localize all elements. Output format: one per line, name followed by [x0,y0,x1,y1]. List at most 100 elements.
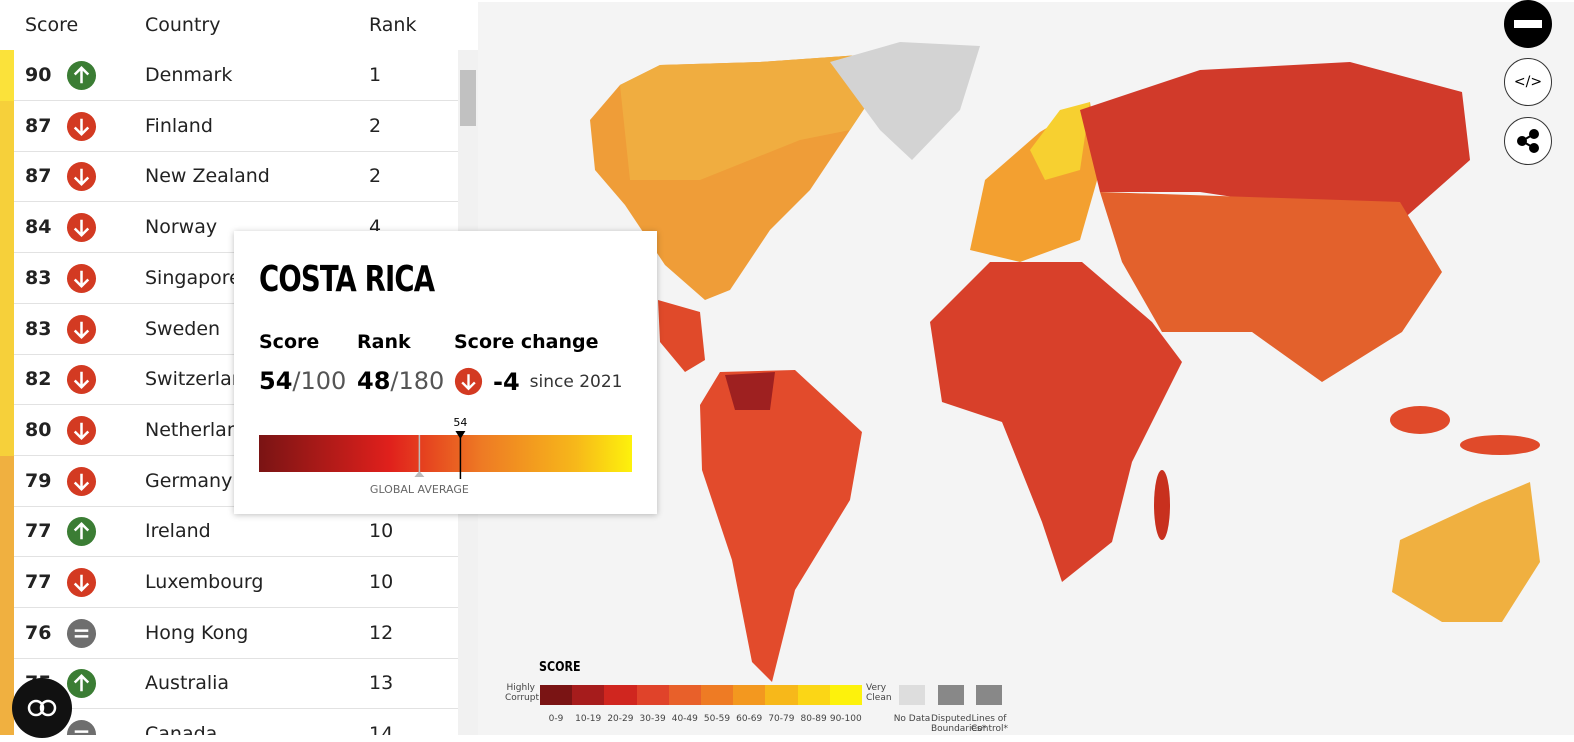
new-guinea[interactable] [1460,435,1540,455]
legend-bin-label: 70-79 [768,714,795,724]
legend-swatch [701,685,734,705]
since: since 2021 [529,371,623,392]
row-stripe [0,404,14,456]
nordics[interactable] [1030,102,1090,180]
rank-max: /180 [390,367,445,395]
gauge-bar [259,435,632,472]
central-america[interactable] [658,300,705,372]
score-value: 54 [259,367,293,395]
trend-icon [66,516,97,552]
legend-swatch [604,685,637,705]
trend-icon [66,415,97,451]
legend-swatch [668,685,701,705]
legend-swatch [636,685,669,705]
score-marker-head [455,431,466,439]
south-america[interactable] [700,370,862,682]
legend-title: SCORE [539,660,581,675]
row-country: Sweden [145,317,221,340]
row-rank: 12 [369,621,394,644]
legend-swatch [829,685,862,705]
row-score: 80 [25,418,52,441]
trend-icon [66,618,97,654]
row-rank: 10 [369,571,394,593]
score-label: Score [259,331,320,353]
row-score: 77 [25,520,52,543]
row-country: Canada [145,723,218,735]
loc-label: Lines of Control* [971,714,1009,734]
trend-icon [66,111,97,147]
row-stripe [0,709,14,735]
legend-low: Highly Corrupt [505,683,539,703]
change-icon [454,367,483,396]
row-country: Singapore [145,266,241,289]
row-score: 83 [25,317,52,340]
madagascar[interactable] [1154,470,1170,540]
russia[interactable] [1080,62,1470,222]
row-stripe [0,607,14,659]
row-score: 87 [25,165,52,188]
venezuela[interactable] [725,372,775,410]
rank-value: 48 [357,367,391,395]
row-stripe [0,455,14,507]
score-marker-label: 54 [453,416,467,429]
trend-icon [66,212,97,248]
trend-icon [66,364,97,400]
disputed-label: Disputed Boundaries* [931,714,987,734]
tooltip: COSTA RICA Score Rank Score change 54/10… [234,231,657,514]
row-score: 79 [25,469,52,492]
map-legend: SCORE Highly Corrupt Very Clean No Data … [505,660,1025,735]
table-row: 77 Ireland 10 [0,506,458,558]
row-stripe [0,252,14,304]
row-stripe [0,658,14,710]
legend-bin-label: 0-9 [548,714,564,724]
row-country: Finland [145,114,213,137]
africa[interactable] [930,262,1182,582]
legend-swatch [572,685,605,705]
score-gauge: GLOBAL AVERAGE 54 [259,416,632,496]
legend-high: Very Clean [866,683,892,703]
collapse-button[interactable] [1504,0,1552,48]
trend-icon [66,263,97,299]
table-row: 83Singapore5 [0,252,458,304]
table-row: 82Switzerland7 [0,354,458,406]
row-country: Luxembourg [145,571,264,593]
legend-bin-label: 60-69 [736,714,763,724]
legend-bin-label: 10-19 [575,714,602,724]
asia[interactable] [1100,192,1442,382]
global-average-pointer [414,471,425,477]
row-stripe [0,202,14,254]
legend-swatch [540,685,573,705]
legend-swatch [733,685,766,705]
indonesia[interactable] [1390,406,1450,434]
score-max: /100 [292,367,347,395]
australia[interactable] [1392,482,1540,622]
canada[interactable] [620,55,880,180]
share-button[interactable] [1504,117,1552,165]
row-country: Ireland [145,520,211,543]
world-map[interactable] [478,2,1574,735]
loc-swatch [976,685,1002,705]
row-score: 77 [25,571,52,593]
disputed-swatch [938,685,964,705]
cookie-button[interactable] [12,678,72,738]
row-stripe [0,506,14,558]
change-value: -4 [493,367,520,396]
legend-bin-label: 80-89 [800,714,827,724]
row-score: 90 [25,64,52,86]
row-country: Hong Kong [145,621,249,644]
trend-icon [66,60,97,96]
embed-button[interactable]: </> [1504,58,1552,106]
row-country: Netherlands [145,418,261,441]
row-score: 82 [25,368,52,391]
tooltip-title: COSTA RICA [259,259,435,300]
row-country: Denmark [145,64,233,86]
row-country: New Zealand [145,165,270,188]
row-stripe [0,303,14,355]
row-rank: 10 [369,520,394,543]
rank-label: Rank [357,331,411,353]
header-rank: Rank [369,14,417,36]
legend-swatch [797,685,830,705]
row-stripe [0,557,14,608]
table-row: 87 Finland 2 [0,100,458,152]
row-country: Australia [145,672,230,695]
